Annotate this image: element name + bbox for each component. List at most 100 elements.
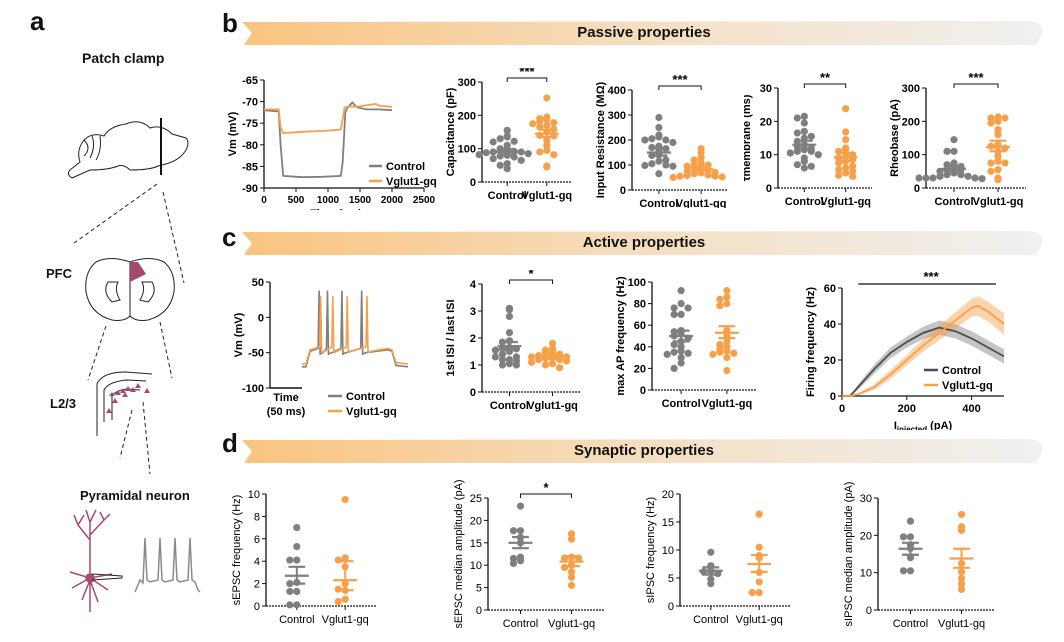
data-point: [670, 304, 678, 312]
data-point: [498, 361, 507, 369]
data-point: [648, 160, 656, 168]
data-point: [543, 121, 551, 129]
y-tick-label: 3: [470, 306, 476, 318]
data-point: [567, 581, 576, 589]
data-point: [723, 293, 731, 301]
y-axis-label: sEPSC median amplitude (pA): [453, 479, 465, 628]
x-tick-label: Vglut1-gq: [548, 618, 595, 630]
y-tick-label: 200: [608, 135, 626, 147]
data-point: [662, 136, 670, 144]
data-point: [842, 164, 850, 172]
x-tick-label: Control: [488, 190, 527, 202]
x-tick-label: 2000: [381, 195, 404, 206]
data-point: [669, 173, 677, 182]
x-tick-label: Vglut1-gq: [736, 614, 783, 626]
data-point: [676, 172, 684, 180]
y-tick-label: 30: [760, 83, 772, 95]
x-tick-label: 2500: [413, 195, 436, 206]
data-point: [971, 174, 979, 182]
y-tick-label: 0: [830, 391, 836, 403]
data-point: [293, 543, 301, 551]
data-point: [723, 354, 731, 362]
data-point: [964, 172, 972, 180]
data-point: [555, 364, 564, 372]
pipette-icon: [91, 573, 123, 581]
data-point: [755, 543, 763, 551]
y-tick-label: 10: [662, 545, 674, 557]
data-point: [543, 163, 551, 171]
data-point: [655, 123, 663, 132]
panel-letter-c: c: [222, 222, 237, 252]
data-point: [670, 310, 678, 318]
y-tick-label: 6: [254, 534, 260, 546]
data-point: [814, 151, 822, 159]
data-point: [543, 146, 551, 154]
data-point: [562, 357, 571, 365]
x-tick-label: Control: [934, 196, 973, 208]
data-point: [669, 138, 677, 147]
y-axis-label: 1st ISI / last ISI: [445, 299, 457, 376]
data-point: [793, 147, 801, 155]
data-point: [800, 164, 808, 172]
x-tick-label: Control: [893, 618, 928, 630]
x-tick-label: Vglut1-gq: [527, 400, 578, 412]
data-point: [957, 574, 966, 582]
data-point: [334, 597, 342, 606]
data-point: [936, 172, 944, 180]
data-point: [716, 348, 724, 356]
data-point: [491, 346, 500, 354]
data-point: [842, 169, 850, 177]
data-point: [293, 601, 301, 609]
y-tick-label: 0: [914, 183, 920, 195]
x-tick-label: 0: [261, 195, 267, 206]
data-point: [906, 533, 915, 541]
data-point: [994, 157, 1002, 165]
panel-letter-b: b: [222, 8, 238, 38]
data-point: [943, 147, 951, 155]
y-tick-label: 1: [470, 360, 476, 372]
data-point: [716, 302, 724, 310]
y-axis-label: Vm (mV): [227, 111, 239, 156]
banner-passive: Passive properties: [240, 20, 1048, 46]
chart-b-trace: -90 -85 -80 -75 -70 -65 Vm (mV) 0 500 1000 1500 200…: [227, 75, 437, 210]
data-point: [906, 567, 915, 575]
significance-label: *: [528, 270, 534, 281]
y-tick-label: 40: [824, 319, 836, 331]
data-point: [957, 585, 966, 594]
chart-c-fi-curve: 0 20 40 60 Firing frequency (Hz) 0 200 400 Iinje…: [805, 270, 1005, 430]
y-tick-label: 100: [628, 277, 646, 289]
data-point: [915, 174, 923, 182]
y-tick-label: 0: [254, 601, 260, 613]
y-tick-label: 2: [470, 333, 476, 345]
data-point: [662, 156, 670, 164]
data-point: [293, 587, 301, 596]
y-tick-label: 0: [866, 605, 872, 617]
data-point: [707, 580, 715, 588]
banner-shape: [242, 231, 1043, 255]
data-point: [807, 147, 815, 155]
data-point: [842, 105, 850, 113]
data-point: [716, 295, 724, 303]
x-tick-label: Vglut1-gq: [973, 196, 1024, 208]
data-point: [293, 556, 301, 564]
data-point: [677, 287, 685, 295]
y-tick-label: 300: [608, 110, 626, 122]
data-point: [670, 341, 678, 349]
banner-shape: [242, 21, 1043, 45]
series-line-vglut: [302, 296, 409, 365]
data-point: [334, 585, 342, 593]
data-point: [987, 167, 995, 175]
y-tick-label: 15: [662, 517, 674, 529]
significance-label: ***: [924, 270, 940, 284]
y-axis-label: Capacitance (pF): [445, 87, 457, 176]
data-point: [755, 588, 763, 597]
data-point: [697, 148, 705, 157]
y-tick-label: 5: [668, 573, 674, 585]
data-point: [723, 366, 731, 375]
y-tick-label: 30: [860, 493, 872, 505]
y-tick-label: 15: [470, 538, 482, 550]
data-point: [793, 114, 801, 122]
data-point: [489, 138, 497, 146]
y-tick-label: 20: [470, 515, 482, 527]
